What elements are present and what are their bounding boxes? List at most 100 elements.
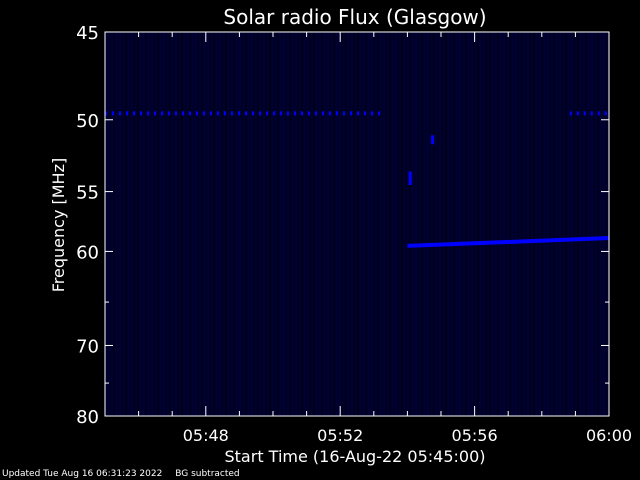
background-stripe — [325, 32, 327, 416]
background-stripe — [557, 32, 559, 416]
background-stripe — [437, 32, 439, 416]
background-stripe — [593, 32, 595, 416]
background-stripe — [217, 32, 219, 416]
background-stripe — [377, 32, 379, 416]
background-stripe — [349, 32, 351, 416]
background-stripe — [369, 32, 371, 416]
background-stripe — [461, 32, 463, 416]
background-stripe — [525, 32, 527, 416]
background-stripe — [601, 32, 603, 416]
background-stripe — [549, 32, 551, 416]
background-stripe — [425, 32, 427, 416]
y-tick-label: 70 — [76, 336, 99, 357]
background-stripe — [469, 32, 471, 416]
background-stripe — [257, 32, 259, 416]
background-stripe — [249, 32, 251, 416]
y-axis: 45 50 55 60 70 80 — [76, 23, 609, 428]
background-stripe — [269, 32, 271, 416]
updated-timestamp: Updated Tue Aug 16 06:31:23 2022 — [2, 469, 163, 479]
background-stripe — [541, 32, 543, 416]
background-stripe — [561, 32, 563, 416]
x-tick-label: 06:00 — [586, 426, 632, 445]
background-stripe — [169, 32, 171, 416]
background-stripe — [409, 32, 411, 416]
emission-line — [407, 235, 610, 248]
background-stripe — [389, 32, 391, 416]
background-stripe — [477, 32, 479, 416]
background-stripe — [505, 32, 507, 416]
background-stripe — [597, 32, 599, 416]
background-stripe — [373, 32, 375, 416]
background-stripe — [321, 32, 323, 416]
background-stripe — [133, 32, 135, 416]
background-stripe — [413, 32, 415, 416]
background-stripe — [305, 32, 307, 416]
background-stripe — [185, 32, 187, 416]
background-stripe — [417, 32, 419, 416]
background-stripe — [405, 32, 407, 416]
background-note: BG subtracted — [175, 469, 240, 479]
background-stripe — [309, 32, 311, 416]
background-stripe — [205, 32, 207, 416]
background-stripe — [565, 32, 567, 416]
background-stripe — [265, 32, 267, 416]
background-stripe — [341, 32, 343, 416]
background-stripe — [329, 32, 331, 416]
y-tick-label: 50 — [76, 111, 99, 132]
background-stripe — [117, 32, 119, 416]
background-stripe — [441, 32, 443, 416]
x-tick-label: 05:52 — [317, 426, 363, 445]
background-stripe — [345, 32, 347, 416]
background-stripe — [529, 32, 531, 416]
background-stripe — [397, 32, 399, 416]
background-stripe — [229, 32, 231, 416]
background-stripe — [457, 32, 459, 416]
background-stripe — [585, 32, 587, 416]
background-stripe — [141, 32, 143, 416]
background-stripe — [521, 32, 523, 416]
background-stripe — [313, 32, 315, 416]
x-axis: 05:48 05:52 05:56 06:00 — [104, 32, 632, 445]
background-stripe — [225, 32, 227, 416]
x-axis-label: Start Time (16-Aug-22 05:45:00) — [225, 447, 486, 466]
background-stripe — [401, 32, 403, 416]
background-stripe — [449, 32, 451, 416]
background-stripe — [145, 32, 147, 416]
background-stripe — [125, 32, 127, 416]
background-stripe — [421, 32, 423, 416]
background-stripe — [537, 32, 539, 416]
background-stripe — [233, 32, 235, 416]
footer: Updated Tue Aug 16 06:31:23 2022 BG subt… — [2, 469, 250, 480]
background-stripe — [129, 32, 131, 416]
background-stripe — [393, 32, 395, 416]
background-stripe — [481, 32, 483, 416]
background-stripe — [177, 32, 179, 416]
background-stripe — [353, 32, 355, 416]
background-stripe — [181, 32, 183, 416]
background-stripe — [193, 32, 195, 416]
background-stripe — [273, 32, 275, 416]
x-tick-label: 05:48 — [183, 426, 229, 445]
background-stripe — [317, 32, 319, 416]
background-stripe — [357, 32, 359, 416]
background-stripe — [489, 32, 491, 416]
background-stripe — [201, 32, 203, 416]
background-stripe — [497, 32, 499, 416]
background-stripe — [173, 32, 175, 416]
background-stripe — [517, 32, 519, 416]
background-stripe — [245, 32, 247, 416]
background-stripe — [277, 32, 279, 416]
background-stripe — [237, 32, 239, 416]
background-stripe — [165, 32, 167, 416]
background-stripe — [297, 32, 299, 416]
plot-frame — [104, 31, 610, 417]
background-stripe — [573, 32, 575, 416]
background-stripe — [429, 32, 431, 416]
background-stripe — [149, 32, 151, 416]
background-stripe — [197, 32, 199, 416]
background-stripe — [533, 32, 535, 416]
background-stripe — [465, 32, 467, 416]
background-stripe — [121, 32, 123, 416]
background-stripe — [485, 32, 487, 416]
